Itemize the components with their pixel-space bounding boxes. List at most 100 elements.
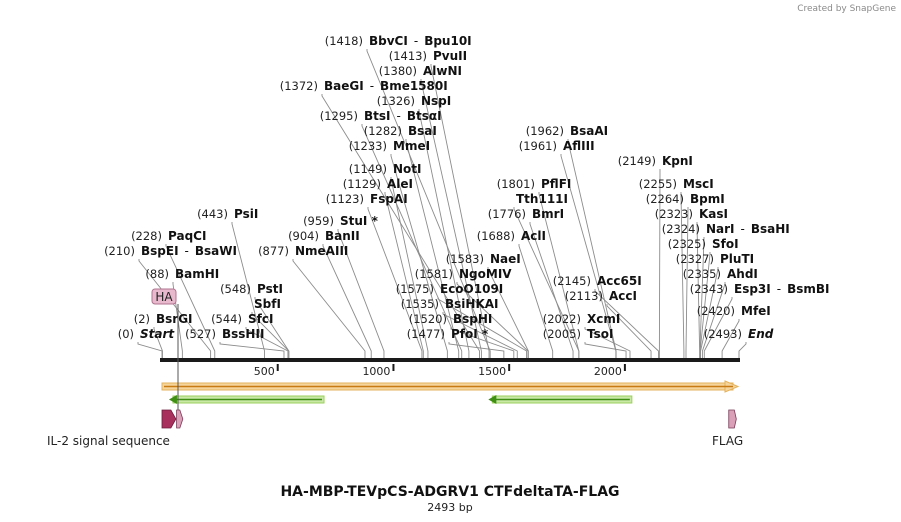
- site-position: (1380): [379, 64, 417, 78]
- site-afliii[interactable]: (1961) AflIII: [519, 139, 595, 153]
- site-name: SfcI: [248, 312, 273, 326]
- enzyme-name: PvuII: [433, 49, 467, 63]
- site-name: PluTI: [720, 252, 754, 266]
- site-position: (2324): [662, 222, 700, 236]
- site-end[interactable]: (2493) End: [704, 327, 774, 341]
- site-name: BmrI: [532, 207, 564, 221]
- site-ahdi[interactable]: (2335) AhdI: [683, 267, 758, 281]
- site-psti[interactable]: (548) PstI: [220, 282, 283, 296]
- site-naei[interactable]: (1583) NaeI: [446, 252, 521, 266]
- leader-fspai: [367, 207, 423, 358]
- site-alei[interactable]: (1129) AleI: [343, 177, 413, 191]
- site-bsaai[interactable]: (1962) BsaAI: [526, 124, 608, 138]
- site-acci[interactable]: (2113) AccI: [565, 289, 637, 303]
- site-position: (2343): [690, 282, 728, 296]
- leader-naei: [487, 267, 529, 358]
- site-ngomiv[interactable]: (1581) NgoMIV: [415, 267, 513, 281]
- site-baegi[interactable]: (1372) BaeGI - Bme1580I: [280, 79, 448, 93]
- site-name: AhdI: [727, 267, 758, 281]
- site-mmei[interactable]: (1233) MmeI: [349, 139, 430, 153]
- leader-noti: [390, 177, 429, 358]
- tick-label: 500: [254, 365, 275, 378]
- enzyme-name: FspAI: [370, 192, 408, 206]
- site-xcmi[interactable]: (2022) XcmI: [543, 312, 621, 326]
- enzyme-name: KasI: [699, 207, 728, 221]
- site-position: (1413): [389, 49, 427, 63]
- enzyme-name: End: [748, 327, 774, 341]
- site-acc65i[interactable]: (2145) Acc65I: [553, 274, 642, 288]
- site-banii[interactable]: (904) BanII: [288, 229, 360, 243]
- site-bmri[interactable]: (1776) BmrI: [488, 207, 564, 221]
- site-bamhi[interactable]: (88) BamHI: [145, 267, 219, 281]
- site-nari[interactable]: (2324) NarI - BsaHI: [662, 222, 790, 236]
- site-sbfi[interactable]: SbfI: [254, 297, 281, 311]
- site-position: (2022): [543, 312, 581, 326]
- site-bsai[interactable]: (1282) BsaI: [364, 124, 437, 138]
- enzyme-name: PfoI *: [451, 327, 489, 341]
- site-tth111i[interactable]: Tth111I: [516, 192, 568, 206]
- isoschizomer-name: BsaWI: [195, 244, 237, 258]
- site-position: (1149): [349, 162, 387, 176]
- site-kpni[interactable]: (2149) KpnI: [618, 154, 693, 168]
- site-stui[interactable]: (959) StuI *: [303, 214, 379, 228]
- site-esp3i[interactable]: (2343) Esp3I - BsmBI: [690, 282, 830, 296]
- il2-signal-feature[interactable]: [161, 409, 177, 429]
- site-paqci[interactable]: (228) PaqCI: [131, 229, 206, 243]
- site-sfci[interactable]: (544) SfcI: [211, 312, 273, 326]
- site-name: BspEI - BsaWI: [141, 244, 237, 258]
- site-pflfi[interactable]: (1801) PflFI: [497, 177, 572, 191]
- enzyme-name: BsrGI: [156, 312, 193, 326]
- site-mfei[interactable]: (2420) MfeI: [697, 304, 771, 318]
- site-alwni[interactable]: (1380) AlwNI: [379, 64, 462, 78]
- site-name: AccI: [609, 289, 637, 303]
- site-name: BaeGI - Bme1580I: [324, 79, 448, 93]
- feature-track: IL-2 signal sequence HA FLAG: [47, 288, 743, 448]
- site-bbvci[interactable]: (1418) BbvCI - Bpu10I: [325, 34, 472, 48]
- ha-tag-feature[interactable]: [176, 409, 184, 429]
- site-acli[interactable]: (1688) AclI: [477, 229, 546, 243]
- site-start[interactable]: (0) Start: [118, 327, 176, 341]
- flag-tag-feature[interactable]: [728, 409, 737, 429]
- site-name: BsaAI: [570, 124, 608, 138]
- site-bpmi[interactable]: (2264) BpmI: [646, 192, 725, 206]
- leader-sfoi: [699, 252, 711, 358]
- enzyme-name: Tth111I: [516, 192, 568, 206]
- site-bsrgi[interactable]: (2) BsrGI: [134, 312, 193, 326]
- site-name: EcoO109I: [440, 282, 503, 296]
- site-ecoo109i[interactable]: (1575) EcoO109I: [396, 282, 504, 296]
- leader-end: [738, 342, 747, 358]
- site-btsi[interactable]: (1295) BtsI - BtsαI: [320, 109, 442, 123]
- leader-bsaai: [567, 139, 617, 358]
- site-pvuii[interactable]: (1413) PvuII: [389, 49, 467, 63]
- site-position: (1776): [488, 207, 526, 221]
- enzyme-name: MmeI: [393, 139, 430, 153]
- isoschizomer-name: BsaHI: [751, 222, 790, 236]
- site-kasi[interactable]: (2323) KasI: [655, 207, 728, 221]
- site-name: BamHI: [175, 267, 219, 281]
- enzyme-name: NarI: [706, 222, 735, 236]
- site-bspei[interactable]: (210) BspEI - BsaWI: [104, 244, 237, 258]
- site-bsihkai[interactable]: (1535) BsiHKAI: [401, 297, 499, 311]
- leader-pfoi: [448, 342, 505, 358]
- enzyme-name: BssHII: [222, 327, 264, 341]
- site-name: Tth111I: [516, 192, 568, 206]
- site-bsphi[interactable]: (1520) BspHI: [409, 312, 493, 326]
- site-tsoi[interactable]: (2005) TsoI: [543, 327, 614, 341]
- leader-bsrgi: [153, 327, 163, 358]
- site-sfoi[interactable]: (2325) SfoI: [668, 237, 739, 251]
- site-name: SbfI: [254, 297, 281, 311]
- site-fspai[interactable]: (1123) FspAI: [326, 192, 408, 206]
- site-psii[interactable]: (443) PsiI: [197, 207, 258, 221]
- site-bsshii[interactable]: (527) BssHII: [185, 327, 264, 341]
- site-name: SfoI: [712, 237, 739, 251]
- site-noti[interactable]: (1149) NotI: [349, 162, 422, 176]
- site-nspi[interactable]: (1326) NspI: [377, 94, 452, 108]
- enzyme-name: NgoMIV: [459, 267, 512, 281]
- site-position: (1295): [320, 109, 358, 123]
- site-nmeaiii[interactable]: (877) NmeAIII: [258, 244, 348, 258]
- site-pfoi[interactable]: (1477) PfoI *: [407, 327, 489, 341]
- site-msci[interactable]: (2255) MscI: [639, 177, 714, 191]
- enzyme-name: AlwNI: [423, 64, 462, 78]
- site-pluti[interactable]: (2327) PluTI: [676, 252, 754, 266]
